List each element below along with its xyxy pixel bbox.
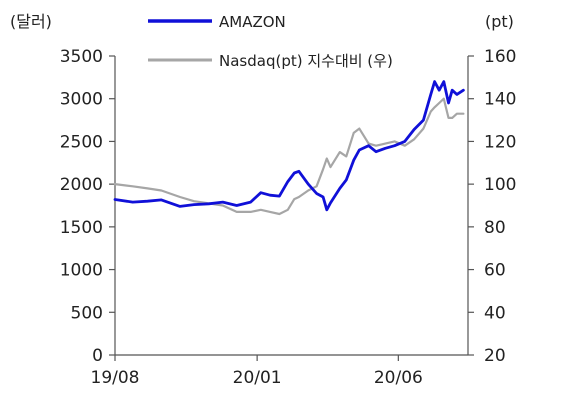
right-tick-label: 60 [484, 261, 506, 281]
left-axis-unit-label: (달러) [10, 12, 52, 31]
x-tick-label: 20/01 [233, 368, 282, 388]
x-axis-ticks: 19/08 20/01 20/06 [91, 355, 423, 388]
left-tick-label: 2000 [60, 175, 103, 195]
right-tick-label: 160 [484, 47, 516, 67]
right-tick-label: 20 [484, 346, 506, 366]
right-tick-label: 100 [484, 175, 516, 195]
legend-label-nasdaq: Nasdaq(pt) 지수대비 (우) [219, 52, 393, 70]
series-layer [113, 80, 465, 216]
right-axis-unit-label: (pt) [485, 12, 514, 31]
right-tick-label: 80 [484, 218, 506, 238]
right-tick-label: 140 [484, 90, 516, 110]
left-tick-label: 3000 [60, 90, 103, 110]
left-tick-label: 1000 [60, 261, 103, 281]
right-tick-label: 120 [484, 132, 516, 152]
series-line-nasdaq [113, 97, 465, 216]
left-tick-label: 2500 [60, 132, 103, 152]
left-tick-label: 1500 [60, 218, 103, 238]
legend: AMAZON Nasdaq(pt) 지수대비 (우) [148, 13, 393, 70]
legend-label-amazon: AMAZON [219, 13, 286, 31]
left-tick-label: 3500 [60, 47, 103, 67]
left-tick-label: 0 [92, 346, 103, 366]
x-tick-label: 20/06 [374, 368, 423, 388]
left-tick-label: 500 [71, 303, 103, 323]
right-axis-ticks: 20 40 60 80 100 120 140 160 [468, 47, 516, 366]
x-tick-label: 19/08 [91, 368, 140, 388]
series-line-amazon [113, 80, 465, 212]
left-axis-ticks: 0 500 1000 1500 2000 2500 3000 3500 [60, 47, 115, 366]
right-tick-label: 40 [484, 303, 506, 323]
